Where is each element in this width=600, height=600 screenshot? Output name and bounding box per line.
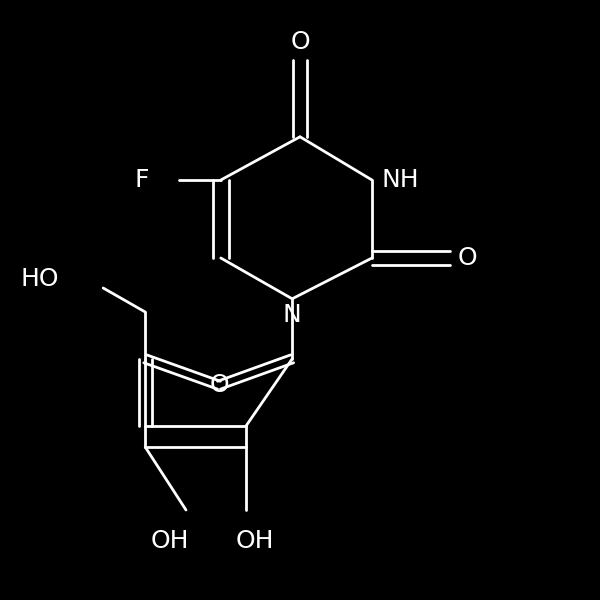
Text: O: O	[457, 246, 477, 270]
Text: O: O	[290, 30, 310, 54]
Text: O: O	[209, 373, 229, 397]
Text: OH: OH	[236, 529, 274, 553]
Text: F: F	[134, 168, 149, 192]
Text: HO: HO	[20, 267, 59, 291]
Text: NH: NH	[381, 168, 419, 192]
Text: N: N	[283, 303, 302, 327]
Text: OH: OH	[151, 529, 189, 553]
